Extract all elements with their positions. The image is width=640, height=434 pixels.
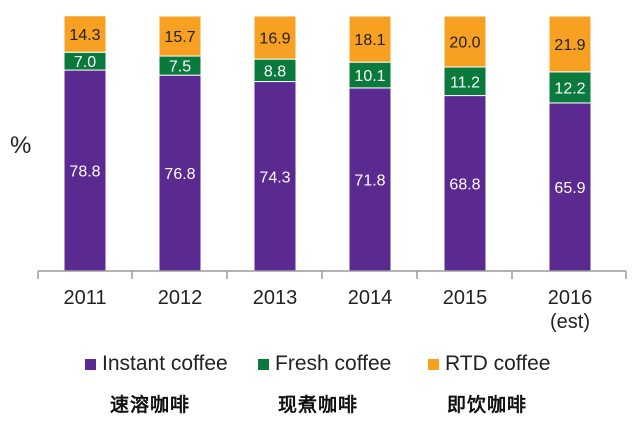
stacked-bar-chart: 78.8 7.0 14.3 76.8 7.5 15.7 74.3 8.8 16.9 71.8 10.… xyxy=(37,15,627,333)
legend-item-rtd: RTD coffee xyxy=(428,352,550,376)
value-label-fresh-4: 11.2 xyxy=(450,74,480,91)
legend-item-instant: Instant coffee xyxy=(85,352,228,376)
value-label-fresh-2: 8.8 xyxy=(264,63,286,80)
legend: Instant coffee Fresh coffee RTD coffee xyxy=(0,352,640,382)
x-tick-label-2: 2013 xyxy=(253,287,298,309)
legend-swatch-fresh xyxy=(258,358,269,370)
bar-instant-4 xyxy=(443,95,487,272)
value-label-rtd-4: 20.0 xyxy=(449,35,480,52)
value-label-rtd-3: 18.1 xyxy=(354,32,385,49)
bar-fresh-3 xyxy=(348,61,392,89)
bar-rtd-2 xyxy=(253,15,297,60)
bar-instant-2 xyxy=(253,81,297,272)
legend-item-fresh: Fresh coffee xyxy=(258,352,391,376)
bars-layer xyxy=(63,15,592,272)
legend-label-fresh: Fresh coffee xyxy=(275,352,392,375)
bar-rtd-4 xyxy=(443,15,487,68)
value-labels-layer: 78.8 7.0 14.3 76.8 7.5 15.7 74.3 8.8 16.9 71.8 10.… xyxy=(69,27,585,197)
bar-rtd-5 xyxy=(548,15,592,73)
bar-rtd-0 xyxy=(63,15,107,53)
legend-cn-instant: 速溶咖啡 xyxy=(110,394,191,416)
value-label-fresh-5: 12.2 xyxy=(554,80,585,97)
legend-label-instant: Instant coffee xyxy=(102,352,228,375)
x-tick-label-3: 2014 xyxy=(348,287,393,309)
value-label-rtd-1: 15.7 xyxy=(164,29,195,46)
value-label-fresh-0: 7.0 xyxy=(74,54,96,71)
legend-chinese-row: 速溶咖啡 现煮咖啡 即饮咖啡 xyxy=(0,390,640,420)
value-label-fresh-1: 7.5 xyxy=(169,59,191,76)
y-axis-label: % xyxy=(10,132,32,159)
legend-label-rtd: RTD coffee xyxy=(445,352,551,375)
bar-rtd-3 xyxy=(348,15,392,63)
bar-instant-1 xyxy=(158,74,202,272)
value-label-instant-3: 71.8 xyxy=(354,172,385,189)
value-label-instant-2: 74.3 xyxy=(259,169,290,186)
x-tick-labels-layer: 2011 2012 2013 2014 2015 2016 (est) xyxy=(63,287,592,333)
bar-rtd-1 xyxy=(158,15,202,57)
value-label-fresh-3: 10.1 xyxy=(354,68,385,85)
x-ticks-layer xyxy=(37,271,627,279)
x-tick-label-1: 2012 xyxy=(158,287,203,309)
x-tick-label-5: 2016 (est) xyxy=(548,287,593,333)
value-label-instant-1: 76.8 xyxy=(164,166,195,183)
x-tick-label-4: 2015 xyxy=(443,287,488,309)
legend-cn-rtd: 即饮咖啡 xyxy=(447,394,528,416)
legend-cn-fresh: 现煮咖啡 xyxy=(278,394,359,416)
value-label-rtd-5: 21.9 xyxy=(554,37,585,54)
legend-swatch-instant xyxy=(85,358,96,370)
value-label-instant-4: 68.8 xyxy=(449,176,480,193)
value-label-rtd-2: 16.9 xyxy=(259,31,290,48)
value-label-rtd-0: 14.3 xyxy=(69,27,100,44)
value-label-instant-0: 78.8 xyxy=(69,164,100,181)
x-tick-label-0: 2011 xyxy=(63,287,106,309)
legend-swatch-rtd xyxy=(428,358,439,370)
bar-instant-0 xyxy=(63,69,107,272)
bar-fresh-5 xyxy=(548,71,592,104)
value-label-instant-5: 65.9 xyxy=(554,180,585,197)
bar-instant-5 xyxy=(548,102,592,272)
